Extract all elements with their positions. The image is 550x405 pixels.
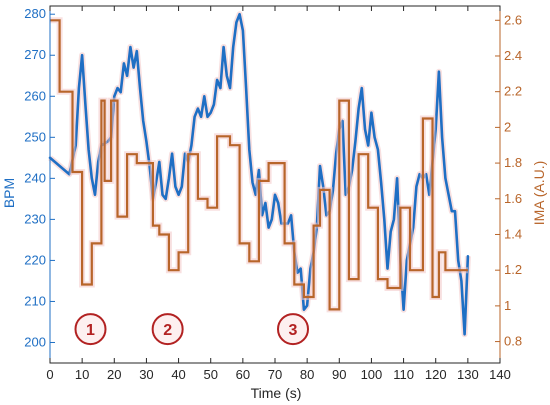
x-tick-label: 0 — [46, 367, 53, 382]
x-tick-label: 120 — [425, 367, 447, 382]
x-tick-label: 100 — [361, 367, 383, 382]
y-left-tick-label: 260 — [24, 88, 46, 103]
y-left-tick-label: 210 — [24, 293, 46, 308]
y-right-tick-label: 2.4 — [504, 48, 522, 63]
x-tick-label: 40 — [171, 367, 185, 382]
marker-label: 3 — [289, 322, 298, 339]
y-left-tick-label: 270 — [24, 47, 46, 62]
y-left-tick-label: 280 — [24, 6, 46, 21]
x-tick-label: 110 — [393, 367, 414, 382]
x-tick-label: 30 — [139, 367, 153, 382]
axes: 0 10 20 30 40 50 60 70 80 90 100 110 120 130 140200210… — [24, 5, 522, 382]
x-tick-label: 10 — [75, 367, 89, 382]
y-right-tick-label: 2.2 — [504, 84, 522, 99]
y-axis-left-label: BPM — [1, 178, 17, 208]
series-layer — [48, 11, 471, 338]
y-right-tick-label: 1.8 — [504, 155, 522, 170]
annotation-markers: 1 2 3 — [74, 313, 309, 346]
x-tick-label: 60 — [236, 367, 250, 382]
y-right-tick-label: 2 — [504, 119, 511, 134]
y-right-tick-label: 1.4 — [504, 226, 522, 241]
x-tick-label: 80 — [300, 367, 314, 382]
x-tick-label: 90 — [332, 367, 346, 382]
marker-circle — [151, 313, 184, 346]
ima-series-line — [50, 19, 468, 311]
y-right-tick-label: 2.6 — [504, 12, 522, 27]
x-axis-label: Time (s) — [251, 385, 302, 401]
marker-label: 2 — [163, 322, 172, 339]
y-right-tick-label: 1.2 — [504, 262, 522, 277]
y-left-tick-label: 240 — [24, 170, 46, 185]
x-tick-label: 70 — [268, 367, 282, 382]
x-tick-label: 20 — [107, 367, 121, 382]
x-tick-label: 50 — [203, 367, 217, 382]
y-left-tick-label: 200 — [24, 334, 46, 349]
marker-label: 1 — [86, 322, 95, 339]
x-tick-label: 130 — [457, 367, 479, 382]
y-left-tick-label: 220 — [24, 252, 46, 267]
y-left-tick-label: 250 — [24, 129, 46, 144]
y-left-tick-label: 230 — [24, 211, 46, 226]
y-axis-right-label: IMA (A.U.) — [531, 161, 547, 226]
y-right-tick-label: 0.8 — [504, 334, 522, 349]
x-tick-label: 140 — [489, 367, 511, 382]
y-right-tick-label: 1.6 — [504, 191, 522, 206]
marker-circle — [277, 313, 309, 346]
marker-circle — [74, 313, 107, 346]
y-right-tick-label: 1 — [504, 298, 511, 313]
